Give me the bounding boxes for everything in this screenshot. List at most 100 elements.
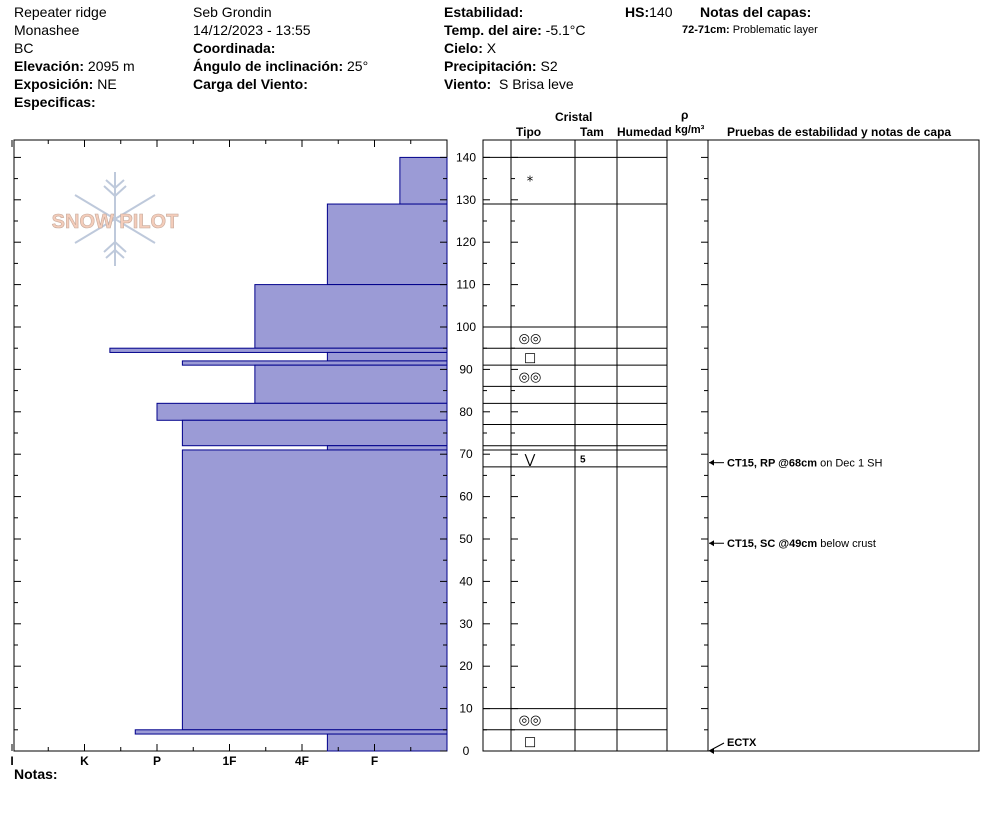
hardness-tick-label: F	[371, 754, 378, 768]
stability-test-label: ECTX	[727, 737, 757, 749]
grain-type-symbol: ◎◎	[519, 332, 542, 347]
hardness-bar	[254, 364, 448, 404]
stability-test-code: CT15, RP @68cm	[727, 458, 817, 470]
hardness-bar	[181, 449, 448, 731]
size-header: Tam	[580, 125, 604, 139]
grain-size: 5	[580, 454, 586, 465]
layer-note-range: 72-71cm:	[682, 24, 730, 36]
sky-value: X	[486, 40, 497, 56]
height-tick-label: 20	[459, 659, 473, 673]
coordinate-label: Coordinada:	[193, 40, 276, 56]
hardness-bar	[254, 284, 448, 349]
height-tick-label: 110	[456, 278, 475, 292]
height-tick-label: 60	[459, 490, 473, 504]
elevation: Elevación: 2095 m	[14, 58, 135, 74]
hardness-bar	[181, 419, 448, 447]
stability-test-comment: below crust	[817, 538, 876, 550]
stability-tests: CT15, RP @68cm on Dec 1 SH CT15, SC @49cm…	[708, 458, 882, 754]
hardness-bar	[326, 203, 448, 286]
observer-name: Seb Grondin	[193, 4, 272, 20]
layer-note: 72-71cm: Problematic layer	[682, 24, 818, 36]
hardness-tick-label: P	[153, 754, 161, 768]
grain-type-symbol: ◎◎	[519, 370, 542, 385]
height-tick-label: 30	[459, 617, 473, 631]
hardness-bar	[399, 156, 448, 205]
region: BC	[14, 40, 34, 56]
slope-angle: Ángulo de inclinación: 25°	[193, 58, 368, 74]
height-tick-label: 70	[459, 447, 473, 461]
snowflake-icon	[74, 172, 156, 266]
air-temp-value: -5.1°C	[545, 22, 586, 38]
location-name: Repeater ridge	[14, 4, 107, 20]
height-tick-label: 90	[459, 362, 473, 376]
density-unit-header: kg/m³	[675, 124, 705, 136]
stability-test-comment: on Dec 1 SH	[817, 458, 882, 470]
type-header: Tipo	[516, 125, 542, 139]
grain-type-symbol: ⋁	[524, 452, 536, 467]
hardness-tick-label: K	[80, 754, 89, 768]
test-arrow-head	[709, 459, 714, 466]
test-arrow-head	[709, 748, 714, 754]
precipitation: Precipitación: S2	[444, 58, 558, 74]
stability-test-code: ECTX	[727, 737, 757, 749]
hardness-tick-label: 1F	[222, 754, 236, 768]
hs-value: 140	[649, 4, 673, 20]
tests-header: Pruebas de estabilidad y notas de capa	[727, 125, 952, 139]
slope-label: Ángulo de inclinación:	[193, 58, 344, 74]
hardness-bar	[181, 360, 448, 366]
hardness-tick-label: I	[10, 754, 13, 768]
test-arrow-head	[709, 540, 714, 547]
stability-test-label: CT15, SC @49cm below crust	[727, 538, 876, 550]
hardness-ticks: I K P 1F 4F F	[10, 140, 412, 768]
snow-pilot-logo: SNOW PILOT	[51, 172, 179, 266]
hardness-bar	[156, 402, 448, 421]
air-temp-label: Temp. del aire:	[444, 22, 542, 38]
height-tick-label: 10	[459, 702, 473, 716]
height-tick-label: 100	[456, 320, 476, 334]
aspect-value: NE	[97, 76, 117, 92]
grain-type-symbol: ◎◎	[519, 713, 542, 728]
hardness-bar	[109, 347, 448, 353]
crystal-header: Cristal	[555, 110, 593, 124]
layer-note-text: Problematic layer	[732, 24, 818, 36]
height-tick-label: 50	[459, 532, 473, 546]
wind-label: Viento:	[444, 76, 492, 92]
elevation-label: Elevación:	[14, 58, 85, 74]
grain-type-symbol: □	[524, 734, 536, 749]
height-tick-label: 140	[456, 150, 476, 164]
height-tick-label: 40	[459, 574, 473, 588]
date-time: 14/12/2023 - 13:55	[193, 22, 311, 38]
height-axis: 0 10 20 30 40 50 60 70 80 90 100 110 120 130 140	[14, 150, 708, 758]
aspect: Exposición: NE	[14, 76, 117, 92]
precip-value: S2	[540, 58, 558, 74]
moisture-header: Humedad	[617, 125, 672, 139]
slope-value: 25°	[347, 58, 369, 74]
logo-text: SNOW PILOT	[52, 211, 179, 233]
height-tick-label: 0	[463, 744, 470, 758]
height-tick-label: 80	[459, 405, 473, 419]
wind-load-label: Carga del Viento:	[193, 76, 308, 92]
grain-type-symbol: □	[524, 351, 536, 366]
hardness-bar	[326, 351, 448, 362]
hardness-tick-label: 4F	[295, 754, 309, 768]
stability-test-label: CT15, RP @68cm on Dec 1 SH	[727, 458, 882, 470]
wind: Viento: S Brisa leve	[444, 76, 574, 92]
specifics-label: Especificas:	[14, 94, 96, 110]
aspect-label: Exposición:	[14, 76, 94, 92]
hardness-layers	[109, 156, 448, 752]
rho-header: ρ	[681, 108, 689, 122]
layer-lines	[483, 156, 667, 752]
snow-height: HS:140	[625, 4, 672, 20]
height-tick-label: 120	[456, 235, 476, 249]
stability-label: Estabilidad:	[444, 4, 524, 20]
wind-value: S Brisa leve	[498, 76, 574, 92]
layer-notes-label: Notas del capas:	[700, 4, 812, 20]
hs-label: HS:	[625, 4, 650, 20]
mountain-range: Monashee	[14, 22, 80, 38]
hardness-bar	[134, 729, 448, 735]
grain-type-symbol: *	[527, 175, 534, 190]
notes-label: Notas:	[14, 766, 58, 782]
precip-label: Precipitación:	[444, 58, 537, 74]
sky-label: Cielo:	[444, 40, 483, 56]
